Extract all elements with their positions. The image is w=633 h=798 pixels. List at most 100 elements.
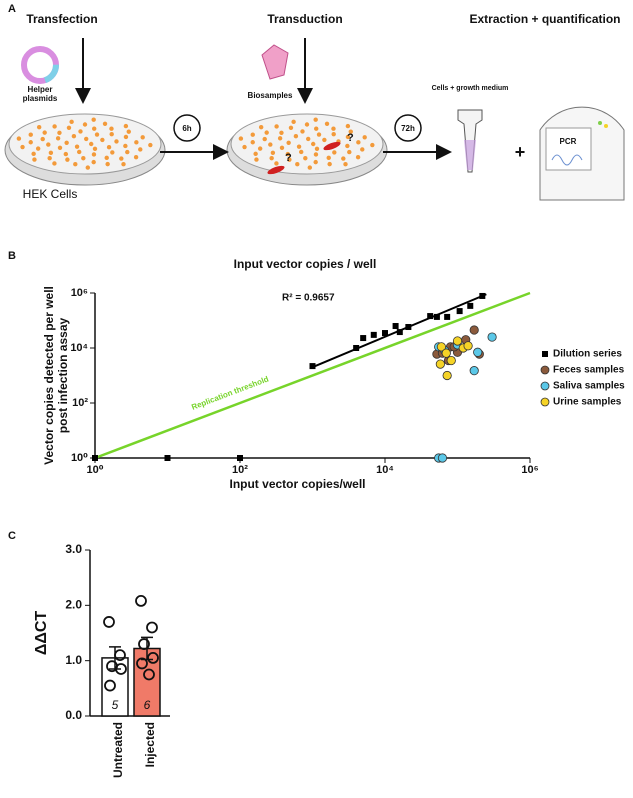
point	[396, 329, 403, 336]
point	[382, 330, 388, 337]
cell-dot	[91, 159, 96, 165]
cell-dot	[307, 165, 313, 170]
cell-dot	[123, 143, 128, 149]
point	[442, 370, 452, 381]
annotation: R² = 0.9657	[282, 293, 335, 304]
point	[309, 363, 316, 370]
cell-dot	[262, 136, 267, 142]
cell-dot	[331, 126, 336, 131]
legend-marker	[540, 365, 550, 375]
cell-dot	[303, 156, 308, 161]
point	[103, 616, 115, 628]
cell-dot	[313, 152, 319, 157]
point	[441, 348, 451, 358]
cell-dot	[299, 149, 304, 155]
y-tick-label: 10⁴	[70, 342, 88, 354]
y-axis-label: post infection assay	[56, 317, 70, 433]
time-label: 72h	[401, 124, 415, 133]
legend-marker	[540, 397, 550, 407]
point	[147, 652, 159, 664]
x-tick-label: 10⁶	[521, 464, 538, 476]
panel-b: B Input vector copies / well 10⁰ 10² 10⁴ 10⁶ 1…	[8, 250, 625, 491]
point	[136, 657, 148, 670]
cell-dot	[109, 131, 114, 137]
cell-dot	[277, 136, 283, 141]
point	[370, 331, 377, 338]
cell-dot	[264, 130, 269, 135]
timer	[173, 114, 201, 142]
cell-dot	[100, 137, 105, 143]
pcr-label: PCR	[560, 137, 577, 146]
step-title: Transfection	[26, 12, 97, 26]
cell-dot	[65, 157, 70, 162]
cell-dot	[105, 161, 110, 167]
cell-dot	[274, 161, 279, 166]
point	[353, 345, 360, 351]
cell-dot	[316, 132, 322, 137]
x-tick-label: 10⁴	[376, 464, 394, 476]
legend-marker	[542, 351, 548, 357]
cell-dot	[296, 144, 302, 149]
x-tick-label: Injected	[143, 722, 157, 767]
chart-title: Input vector copies / well	[234, 257, 377, 271]
cell-dot	[148, 142, 153, 148]
n-label: 5	[112, 698, 119, 712]
legend-marker	[540, 381, 550, 391]
timer	[394, 114, 422, 142]
x-tick-label: Untreated	[111, 722, 125, 778]
cell-dot	[238, 136, 244, 141]
cell-dot	[35, 146, 41, 151]
y-tick-label: 3.0	[65, 542, 82, 556]
y-tick-label: 2.0	[65, 598, 82, 612]
cell-dot	[119, 156, 124, 161]
cell-dot	[274, 124, 279, 129]
x-axis-label: Input vector copies/well	[229, 477, 365, 491]
cell-dot	[287, 157, 292, 162]
cell-dot	[253, 151, 258, 157]
step-title: Transduction	[267, 12, 342, 26]
x-tick-label: 10²	[232, 464, 248, 476]
cell-dot	[77, 149, 82, 155]
point	[138, 638, 150, 650]
cell-dot	[254, 157, 259, 162]
pcr-screen	[545, 127, 592, 171]
question-mark: ?	[347, 132, 354, 144]
cell-dot	[73, 162, 78, 167]
infected-cell	[323, 141, 341, 151]
cell-dot	[306, 136, 311, 142]
cell-dot	[324, 121, 330, 126]
y-tick-label: 10²	[72, 397, 88, 409]
threshold-line	[94, 291, 531, 460]
point	[360, 335, 367, 342]
legend-label: Feces samples	[553, 365, 625, 376]
cell-dot	[360, 147, 365, 152]
cell-dot	[40, 136, 45, 142]
cell-dot	[291, 119, 296, 125]
point	[469, 325, 479, 335]
cell-dot	[270, 150, 276, 155]
cell-dot	[31, 151, 36, 157]
cell-dot	[279, 145, 285, 151]
cell-dot	[55, 136, 61, 141]
legend-label: Dilution series	[553, 349, 622, 360]
cell-dot	[52, 124, 57, 129]
cell-dot	[295, 162, 300, 167]
cell-dot	[293, 133, 299, 139]
cell-dot	[66, 125, 72, 131]
cell-dot	[343, 162, 348, 167]
cell-dot	[36, 124, 42, 130]
cell-dot	[268, 142, 273, 147]
cell-dot	[332, 150, 337, 155]
cell-dot	[78, 129, 83, 134]
cell-dot	[304, 122, 310, 127]
cell-dot	[126, 129, 131, 134]
point	[456, 308, 463, 315]
point	[92, 455, 98, 461]
n-label: 6	[144, 698, 151, 712]
cells-label: HEK Cells	[23, 187, 78, 201]
cell-dot	[32, 157, 37, 162]
point	[114, 649, 126, 662]
cell-dot	[110, 150, 115, 155]
cell-dot	[92, 146, 98, 151]
